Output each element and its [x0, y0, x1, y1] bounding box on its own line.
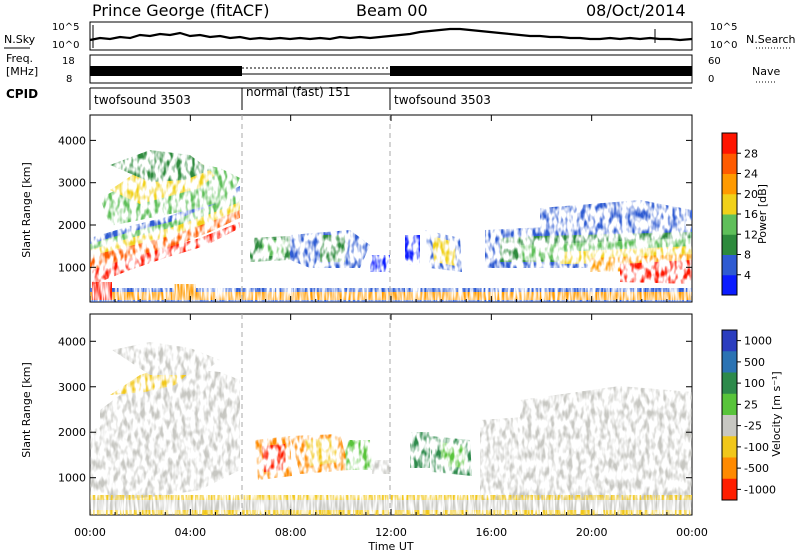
colorbar-tick-label: 12: [744, 228, 758, 241]
y-tick-label: 1000: [58, 261, 86, 274]
colorbar-tick-label: 16: [744, 208, 758, 221]
colorbar-tick-label: -500: [744, 462, 769, 475]
noise-left-tick-high: 10^5: [52, 22, 79, 33]
x-tick-label: 16:00: [475, 526, 507, 539]
colorbar-tick-label: -1000: [744, 483, 776, 496]
nave-tick-high: 60: [708, 56, 721, 67]
power-panel: Slant Range [km] 4000 3000 2000 1000 28 24 20…: [20, 114, 769, 303]
colorbar-tick-label: -25: [744, 420, 762, 433]
colorbar-swatch: [722, 436, 737, 458]
colorbar-swatch: [722, 330, 737, 352]
x-axis: 00:00 04:00 08:00 12:00 16:00 20:00 00:00 Time…: [74, 115, 708, 553]
frequency-panel: Freq. [MHz] 18 8 60 0 Nave: [6, 52, 780, 85]
beam-title: Beam 00: [356, 1, 428, 20]
velocity-scatter: [90, 342, 692, 515]
noise-sky-label: N.Sky: [4, 33, 36, 46]
colorbar-tick-label: 1000: [744, 335, 772, 348]
colorbar-tick-label: 25: [744, 398, 758, 411]
x-tick-label: 12:00: [375, 526, 407, 539]
velocity-colorbar: 1000 500 100 25 -25 -100 -500 -1000 Velocity [m…: [721, 329, 783, 501]
velocity-colorbar-label: Velocity [m s⁻¹]: [770, 371, 783, 456]
colorbar-swatch: [722, 133, 737, 154]
power-colorbar-label: Power [dB]: [756, 184, 769, 244]
colorbar-tick-label: 24: [744, 168, 758, 181]
y-tick-label: 4000: [58, 134, 86, 147]
power-yticks: 4000 3000 2000 1000: [58, 134, 692, 274]
colorbar-swatch: [722, 457, 737, 480]
noise-right-tick-low: 10^0: [710, 40, 737, 51]
colorbar-tick-label: 500: [744, 356, 765, 369]
colorbar-swatch: [722, 153, 737, 174]
colorbar-tick-label: 28: [744, 147, 758, 160]
x-tick-label: 00:00: [676, 526, 708, 539]
power-colorbar: 28 24 20 16 12 8 4 Power [dB]: [721, 132, 769, 296]
noise-right-tick-high: 10^5: [710, 22, 737, 33]
noise-left-tick-low: 10^0: [52, 40, 79, 51]
cpid-segment-3: twofsound 3503: [394, 93, 491, 107]
y-tick-label: 2000: [58, 426, 86, 439]
station-title: Prince George (fitACF): [92, 1, 270, 20]
x-axis-label: Time UT: [367, 540, 413, 553]
freq-tick-low: 8: [66, 74, 72, 85]
colorbar-swatch: [722, 274, 737, 296]
velocity-panel: Slant Range [km] 4000 3000 2000 1000 1000 50…: [20, 313, 783, 516]
colorbar-tick-label: 20: [744, 188, 758, 201]
cpid-label: CPID: [6, 87, 38, 101]
date-title: 08/Oct/2014: [586, 1, 686, 20]
freq-label-line1: Freq.: [6, 52, 33, 65]
x-tick-label: 00:00: [74, 526, 106, 539]
colorbar-tick-label: 4: [744, 269, 751, 282]
colorbar-tick-label: -100: [744, 441, 769, 454]
power-scatter: [90, 150, 692, 302]
noise-panel: N.Sky 10^5 10^0 10^5 10^0 N.Search: [4, 21, 796, 51]
noise-sky-trace: [89, 27, 693, 42]
nave-label: Nave: [752, 65, 780, 78]
y-tick-label: 4000: [58, 335, 86, 348]
freq-bar-segment-1: [90, 66, 242, 76]
nave-tick-low: 0: [708, 74, 714, 85]
colorbar-swatch: [722, 478, 737, 501]
colorbar-tick-label: 100: [744, 377, 765, 390]
x-tick-label: 08:00: [275, 526, 307, 539]
velocity-ylabel: Slant Range [km]: [20, 362, 33, 458]
y-tick-label: 3000: [58, 381, 86, 394]
power-ylabel: Slant Range [km]: [20, 162, 33, 258]
colorbar-swatch: [722, 193, 737, 215]
y-tick-label: 1000: [58, 472, 86, 485]
colorbar-swatch: [722, 254, 737, 276]
y-tick-label: 2000: [58, 219, 86, 232]
freq-tick-high: 18: [62, 56, 75, 67]
colorbar-swatch: [722, 351, 737, 373]
colorbar-swatch: [722, 234, 737, 255]
colorbar-swatch: [722, 393, 737, 416]
freq-label-line2: [MHz]: [6, 65, 38, 78]
colorbar-swatch: [722, 173, 737, 195]
colorbar-swatch: [722, 214, 737, 235]
x-tick-label: 04:00: [174, 526, 206, 539]
velocity-yticks: 4000 3000 2000 1000: [58, 335, 692, 485]
colorbar-tick-label: 8: [744, 249, 751, 262]
cpid-segment-1: twofsound 3503: [94, 93, 191, 107]
colorbar-swatch: [722, 415, 737, 437]
freq-bar-segment-2: [390, 66, 692, 76]
y-tick-label: 3000: [58, 177, 86, 190]
cpid-segment-2: normal (fast) 151: [246, 85, 350, 99]
x-tick-label: 20:00: [576, 526, 608, 539]
cpid-panel: CPID twofsound 3503 normal (fast) 151 tw…: [6, 85, 692, 110]
noise-search-label: N.Search: [746, 33, 796, 46]
colorbar-swatch: [722, 372, 737, 395]
